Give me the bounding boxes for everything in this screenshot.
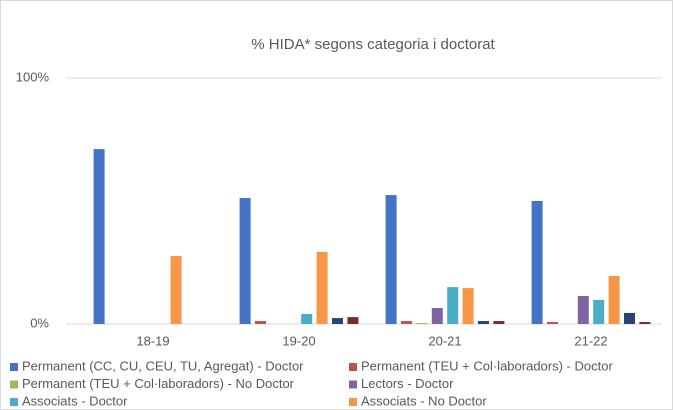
bar [301, 313, 313, 324]
legend-label: Associats - No Doctor [361, 393, 487, 408]
legend-swatch [10, 380, 18, 389]
legend-label: Associats - Doctor [22, 393, 128, 408]
bar [93, 149, 105, 324]
x-tick-label: 18-19 [136, 333, 169, 348]
bar [462, 288, 474, 324]
legend-label: Permanent (CC, CU, CEU, TU, Agregat) - D… [22, 358, 304, 373]
y-tick-label: 100% [16, 69, 50, 84]
chart-title: % HIDA* segons categoria i doctorat [251, 36, 495, 53]
bar [593, 299, 605, 324]
bar [255, 321, 266, 324]
legend-label: Permanent (TEU + Col·laboradors) - No Do… [22, 376, 295, 391]
bar [401, 321, 412, 324]
legend-swatch [10, 363, 18, 371]
bar [332, 318, 343, 324]
bar [347, 317, 359, 324]
bar [639, 322, 651, 324]
legend-swatch [349, 398, 357, 406]
y-tick-label: 0% [30, 315, 49, 330]
x-tick-label: 19-20 [282, 333, 315, 348]
bar [316, 251, 328, 324]
bar [608, 276, 620, 324]
bar [239, 198, 251, 324]
x-tick-label: 20-21 [428, 333, 461, 348]
bar [385, 195, 397, 324]
legend-label: Permanent (TEU + Col·laboradors) - Docto… [361, 358, 613, 373]
bar [577, 295, 589, 324]
x-tick-label: 21-22 [574, 333, 607, 348]
bar [416, 323, 428, 324]
legend-label: Lectors - Doctor [361, 376, 454, 391]
legend-swatch [349, 380, 357, 389]
bar [531, 201, 543, 324]
bar [547, 322, 558, 324]
bar [170, 256, 182, 324]
bar [624, 312, 635, 324]
bar [431, 308, 443, 324]
bar [493, 321, 505, 324]
bar [478, 321, 489, 324]
legend-swatch [349, 363, 357, 371]
bar [447, 287, 459, 324]
legend-swatch [10, 398, 18, 406]
